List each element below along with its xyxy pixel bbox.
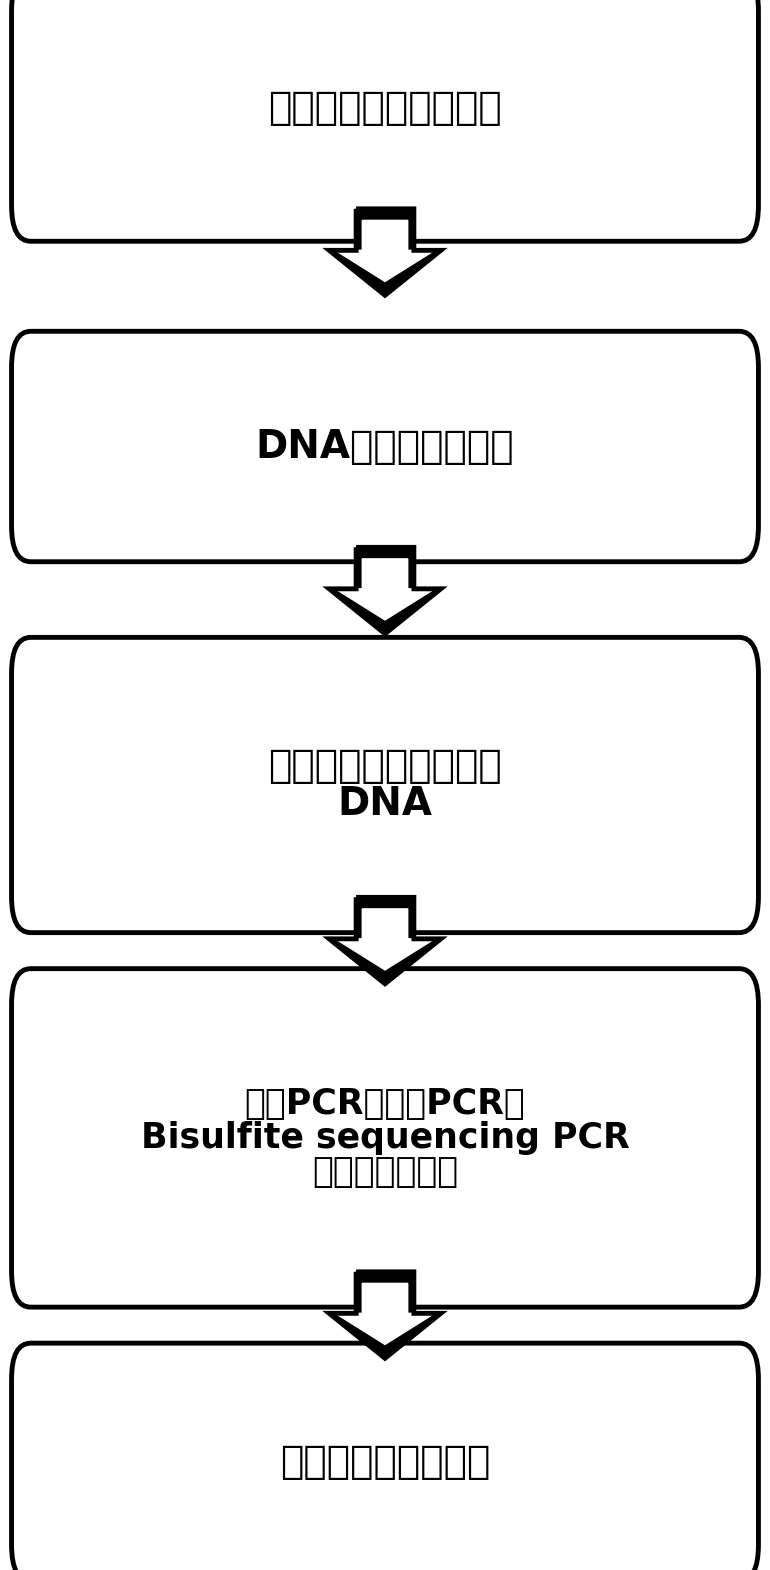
Text: 巢式PCR、降落PCR、: 巢式PCR、降落PCR、 bbox=[245, 1086, 525, 1121]
FancyBboxPatch shape bbox=[12, 637, 758, 933]
Polygon shape bbox=[336, 1283, 434, 1344]
Text: 亚碳酸氢盐处理基因组: 亚碳酸氢盐处理基因组 bbox=[268, 747, 502, 785]
FancyBboxPatch shape bbox=[12, 0, 758, 242]
FancyBboxPatch shape bbox=[12, 331, 758, 562]
Text: DNA提取与浓度测定: DNA提取与浓度测定 bbox=[256, 427, 514, 466]
Polygon shape bbox=[330, 1272, 440, 1358]
Polygon shape bbox=[336, 220, 434, 281]
Polygon shape bbox=[330, 898, 440, 984]
Text: Bisulfite sequencing PCR: Bisulfite sequencing PCR bbox=[141, 1121, 629, 1156]
Polygon shape bbox=[336, 559, 434, 620]
Text: 精液样品的采集与储存: 精液样品的采集与储存 bbox=[268, 89, 502, 127]
Text: DNA: DNA bbox=[337, 785, 433, 823]
Polygon shape bbox=[330, 548, 440, 634]
FancyBboxPatch shape bbox=[12, 969, 758, 1308]
Polygon shape bbox=[336, 909, 434, 970]
Text: 扩增甲基化位点: 扩增甲基化位点 bbox=[312, 1154, 458, 1188]
Text: 甲基化位点比对鉴定: 甲基化位点比对鉴定 bbox=[280, 1443, 490, 1481]
FancyBboxPatch shape bbox=[12, 1344, 758, 1570]
Polygon shape bbox=[330, 209, 440, 295]
